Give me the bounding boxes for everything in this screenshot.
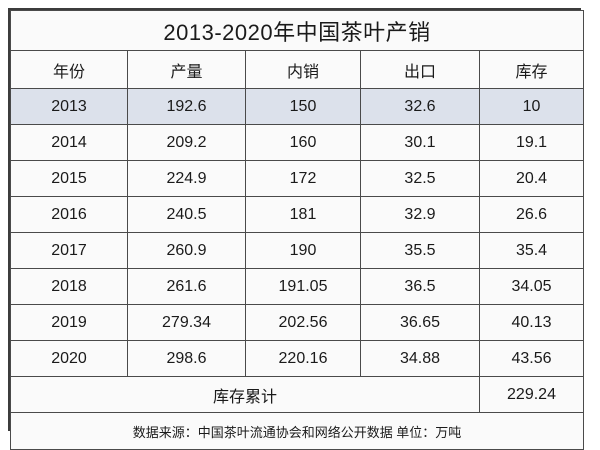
cell-domestic: 160	[245, 124, 361, 161]
cell-stock: 35.4	[478, 232, 585, 269]
table-sheet: 2013-2020年中国茶叶产销 年份 产量 内销 出口 库存 2013 192…	[8, 8, 585, 450]
table-row: 2013 192.6 150 32.6 10	[10, 88, 585, 125]
cell-output: 261.6	[127, 268, 246, 305]
cell-output: 224.9	[127, 160, 246, 197]
cell-domestic: 172	[245, 160, 361, 197]
cell-domestic: 181	[245, 196, 361, 233]
cell-output: 279.34	[127, 304, 246, 341]
tea-production-sales-table: 2013-2020年中国茶叶产销 年份 产量 内销 出口 库存 2013 192…	[9, 10, 585, 450]
cell-domestic: 190	[245, 232, 361, 269]
cell-export: 30.1	[360, 124, 480, 161]
cell-year: 2019	[10, 304, 128, 341]
cell-stock: 10	[478, 88, 585, 125]
cell-domestic: 202.56	[245, 304, 361, 341]
cell-stock: 34.05	[478, 268, 585, 305]
page-title: 2013-2020年中国茶叶产销	[9, 10, 585, 51]
cell-export: 32.6	[360, 88, 480, 125]
table-title-row: 2013-2020年中国茶叶产销	[9, 10, 585, 51]
column-header-output: 产量	[127, 50, 246, 89]
total-value: 229.24	[478, 376, 585, 413]
cell-export: 34.88	[360, 340, 480, 377]
cell-stock: 20.4	[478, 160, 585, 197]
cell-year: 2017	[10, 232, 128, 269]
cell-year: 2014	[10, 124, 128, 161]
cell-output: 298.6	[127, 340, 246, 377]
cell-year: 2016	[10, 196, 128, 233]
table-row: 2020 298.6 220.16 34.88 43.56	[10, 340, 585, 377]
cell-stock: 43.56	[478, 340, 585, 377]
table-body: 2013-2020年中国茶叶产销 年份 产量 内销 出口 库存 2013 192…	[9, 10, 585, 450]
cell-domestic: 191.05	[245, 268, 361, 305]
column-header-domestic: 内销	[245, 50, 361, 89]
table-header-row: 年份 产量 内销 出口 库存	[10, 50, 585, 89]
cell-export: 35.5	[360, 232, 480, 269]
cell-domestic: 150	[245, 88, 361, 125]
cell-stock: 26.6	[478, 196, 585, 233]
cell-year: 2015	[10, 160, 128, 197]
column-header-stock: 库存	[478, 50, 585, 89]
table-row: 2019 279.34 202.56 36.65 40.13	[10, 304, 585, 341]
cell-export: 32.5	[360, 160, 480, 197]
cell-domestic: 220.16	[245, 340, 361, 377]
table-row: 2018 261.6 191.05 36.5 34.05	[10, 268, 585, 305]
cell-export: 36.65	[360, 304, 480, 341]
cell-stock: 19.1	[478, 124, 585, 161]
source-note: 数据来源：中国茶叶流通协会和网络公开数据 单位：万吨	[9, 412, 585, 450]
cell-output: 192.6	[127, 88, 246, 125]
column-header-export: 出口	[360, 50, 480, 89]
table-row: 2017 260.9 190 35.5 35.4	[10, 232, 585, 269]
table-row: 2016 240.5 181 32.9 26.6	[10, 196, 585, 233]
total-label: 库存累计	[10, 376, 480, 413]
table-row: 2015 224.9 172 32.5 20.4	[10, 160, 585, 197]
cell-export: 36.5	[360, 268, 480, 305]
table-source-row: 数据来源：中国茶叶流通协会和网络公开数据 单位：万吨	[9, 412, 585, 450]
cell-year: 2013	[10, 88, 128, 125]
cell-output: 209.2	[127, 124, 246, 161]
table-total-row: 库存累计 229.24	[10, 376, 585, 413]
cell-output: 260.9	[127, 232, 246, 269]
cell-year: 2020	[10, 340, 128, 377]
cell-stock: 40.13	[478, 304, 585, 341]
table-row: 2014 209.2 160 30.1 19.1	[10, 124, 585, 161]
column-header-year: 年份	[10, 50, 128, 89]
cell-output: 240.5	[127, 196, 246, 233]
cell-year: 2018	[10, 268, 128, 305]
cell-export: 32.9	[360, 196, 480, 233]
